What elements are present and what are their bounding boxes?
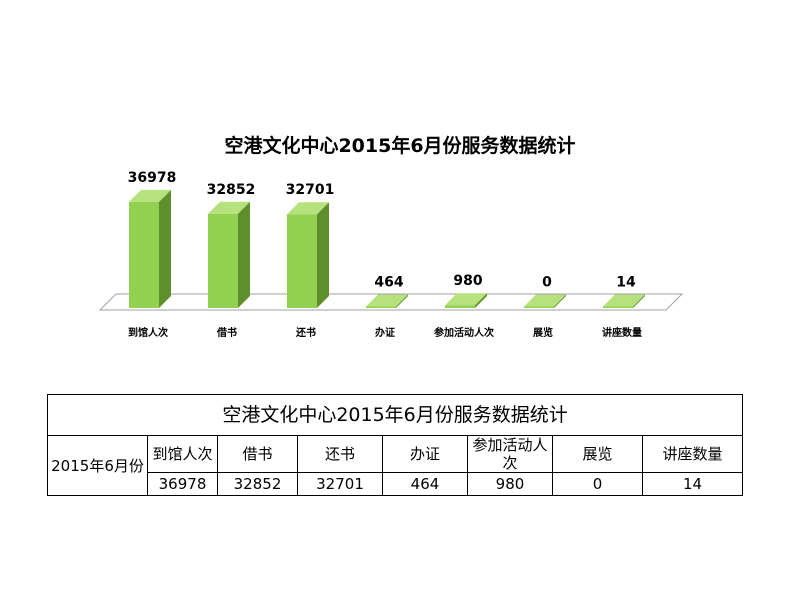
- bar: [524, 306, 554, 308]
- table-cell: 980: [467, 472, 553, 496]
- category-label: 展览: [533, 326, 553, 339]
- bar: [287, 214, 317, 308]
- data-label: 36978: [128, 170, 177, 186]
- data-label: 464: [374, 275, 403, 291]
- table-col-header: 还书: [297, 435, 383, 473]
- bar: [445, 305, 475, 308]
- table-col-header: 讲座数量: [641, 435, 744, 473]
- chart-title: 空港文化中心2015年6月份服务数据统计: [224, 135, 576, 157]
- table-cell: 464: [382, 472, 468, 496]
- table-col-header: 展览: [552, 435, 643, 473]
- bar-side: [317, 202, 329, 308]
- data-label: 32701: [286, 182, 335, 198]
- bar-top: [524, 294, 566, 307]
- data-label: 14: [616, 275, 636, 291]
- bar-chart: 36978 到馆人次 32852 借书 32701 还书 464 办证 980 参加活动人次 0 展览…: [98, 170, 684, 339]
- bar-side: [633, 294, 645, 308]
- table-cell: 36978: [147, 472, 218, 496]
- bar-top: [366, 294, 408, 307]
- table-cell: 32701: [297, 472, 383, 496]
- category-label: 参加活动人次: [434, 326, 494, 339]
- bar-top: [287, 202, 329, 215]
- category-label: 办证: [375, 326, 395, 339]
- bar: [603, 306, 633, 308]
- bar-side: [159, 189, 171, 308]
- bar-side: [238, 201, 250, 308]
- table-cell: 32852: [217, 472, 298, 496]
- data-label: 32852: [207, 182, 256, 198]
- table-cell: 0: [552, 472, 643, 496]
- bar-side: [554, 294, 566, 308]
- bar-top: [208, 201, 250, 214]
- category-label: 借书: [216, 326, 237, 339]
- bar-top: [445, 293, 487, 306]
- bar-top: [603, 294, 645, 307]
- bar: [366, 306, 396, 308]
- table-col-header: 参加活动人次: [467, 435, 553, 473]
- bar-top: [129, 189, 171, 202]
- data-label: 0: [542, 275, 552, 291]
- table-title: 空港文化中心2015年6月份服务数据统计: [46, 394, 744, 436]
- category-label: 讲座数量: [602, 326, 642, 339]
- table-col-header: 到馆人次: [147, 435, 218, 473]
- category-label: 还书: [295, 326, 316, 339]
- table-col-header: 办证: [382, 435, 468, 473]
- table-col-header: 借书: [217, 435, 298, 473]
- bar-side: [396, 294, 408, 308]
- stats-table: 空港文化中心2015年6月份服务数据统计 2015年6月份 到馆人次 借书 还书…: [46, 394, 744, 496]
- category-label: 到馆人次: [128, 326, 168, 339]
- table-row-header: 2015年6月份: [47, 435, 148, 496]
- table-cell: 14: [641, 472, 744, 496]
- bar: [208, 213, 238, 308]
- bar: [129, 201, 159, 308]
- bar-side: [475, 293, 487, 308]
- data-label: 980: [453, 273, 482, 289]
